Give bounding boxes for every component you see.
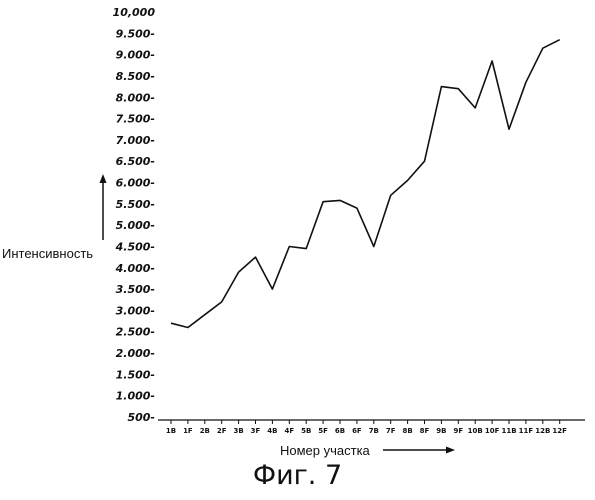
x-tick-label: 4B (267, 427, 277, 435)
y-tick-label: 9.500- (116, 27, 155, 40)
y-tick-label: 3.000- (116, 304, 155, 317)
x-tick-label: 11B (501, 427, 516, 435)
y-tick-label: 8.500- (116, 70, 155, 83)
x-tick-label: 1F (183, 427, 193, 435)
y-tick-label: 4.500- (115, 240, 155, 253)
y-tick-label: 5.000- (116, 219, 155, 232)
y-tick-label: 6.500- (116, 155, 155, 168)
x-tick-label: 3B (233, 427, 243, 435)
x-tick-label: 11F (519, 427, 534, 435)
x-tick-label: 12B (535, 427, 550, 435)
x-tick-label: 2F (217, 427, 227, 435)
x-tick-label: 8F (420, 427, 430, 435)
x-tick-label: 4F (284, 427, 294, 435)
x-tick-label: 5F (318, 427, 328, 435)
y-tick-label: 9.000- (116, 49, 155, 62)
x-tick-label: 7B (369, 427, 379, 435)
figure-caption: Фиг. 7 (0, 460, 595, 491)
x-axis-ticks: 1B1F2B2F3B3F4B4F5B5F6B6F7B7F8B8F9B9F10B1… (166, 420, 567, 435)
x-axis-label: Номер участка (280, 443, 371, 458)
x-tick-label: 7F (386, 427, 396, 435)
y-tick-label: 5.500- (116, 198, 155, 211)
series-line (171, 40, 560, 328)
x-tick-label: 12F (552, 427, 567, 435)
y-tick-label: 500- (127, 411, 155, 424)
y-axis-ticks: 500- 1.000- 1.500- 2.000- 2.500- 3.000- 3.500-… (113, 6, 156, 424)
y-tick-label: 6.000- (116, 177, 155, 190)
x-tick-label: 1B (166, 427, 176, 435)
x-tick-label: 2B (200, 427, 210, 435)
y-axis-arrow (100, 174, 107, 240)
y-tick-label: 1.000- (116, 390, 155, 403)
line-chart: 500- 1.000- 1.500- 2.000- 2.500- 3.000- 3.500-… (0, 0, 595, 460)
x-tick-label: 5B (301, 427, 311, 435)
x-tick-label: 10B (468, 427, 483, 435)
y-tick-label: 10,000 (113, 6, 156, 19)
x-tick-label: 6B (335, 427, 345, 435)
y-tick-label: 7.000- (116, 134, 155, 147)
y-tick-label: 8.000- (116, 91, 155, 104)
y-tick-label: 1.500- (116, 368, 155, 381)
x-tick-label: 3F (251, 427, 261, 435)
x-tick-label: 8B (402, 427, 412, 435)
y-tick-label: 2.500- (116, 326, 155, 339)
x-axis-arrow (383, 447, 455, 454)
y-tick-label: 4.000- (115, 262, 155, 275)
x-tick-label: 9B (436, 427, 446, 435)
y-tick-label: 3.500- (116, 283, 155, 296)
y-tick-label: 2.000- (116, 347, 155, 360)
x-tick-label: 10F (485, 427, 500, 435)
x-tick-label: 9F (453, 427, 463, 435)
x-tick-label: 6F (352, 427, 362, 435)
y-tick-label: 7.500- (116, 113, 155, 126)
y-axis-label: Интенсивность (2, 246, 93, 261)
